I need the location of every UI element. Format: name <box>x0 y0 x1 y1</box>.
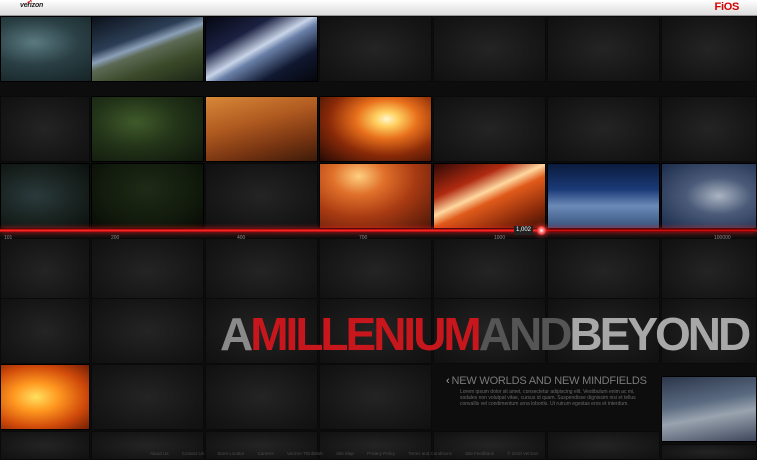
fios-logo[interactable]: FiOS <box>714 1 740 13</box>
tile-empty <box>433 96 546 162</box>
tile-empty <box>0 238 90 304</box>
tile-empty <box>547 298 660 364</box>
footer-link[interactable]: Contact Us <box>181 451 205 456</box>
tile-empty <box>319 16 432 82</box>
tile-astronauts[interactable] <box>661 163 757 229</box>
headline-word: BEYOND <box>569 308 751 360</box>
tile-dark-forest[interactable] <box>91 163 204 229</box>
section-title[interactable]: ‹ NEW WORLDS AND NEW MINDFIELDS <box>446 375 647 387</box>
tile-empty <box>319 431 432 460</box>
section-title-text: NEW WORLDS AND NEW MINDFIELDS <box>451 375 647 387</box>
tile-empty <box>0 96 90 162</box>
tile-empty <box>661 298 757 364</box>
tile-empty <box>433 298 546 364</box>
tile-empty <box>0 431 90 460</box>
tile-mars-surface[interactable] <box>205 96 318 162</box>
timeline-progress <box>0 229 541 232</box>
timeline-tick-label[interactable]: 1000 <box>494 235 506 241</box>
tile-sun-surface[interactable] <box>0 364 90 430</box>
footer-link[interactable]: Site Map <box>336 451 354 456</box>
tile-empty <box>661 238 757 304</box>
image-grid <box>0 16 757 460</box>
tile-empty <box>91 238 204 304</box>
tile-empty <box>91 298 204 364</box>
copyright-text: © 2010 Verizon <box>507 451 538 456</box>
footer-link[interactable]: Privacy Policy <box>367 451 396 456</box>
tile-moon-landscape[interactable] <box>547 163 660 229</box>
tile-empty <box>91 364 204 430</box>
headline-word: A <box>220 308 253 360</box>
tile-empty <box>433 16 546 82</box>
tile-empty <box>205 364 318 430</box>
tile-earth-orbit[interactable] <box>91 16 204 82</box>
tile-sunrise-planet[interactable] <box>319 96 432 162</box>
tile-empty <box>661 96 757 162</box>
footer-link[interactable]: Terms and Conditions <box>408 451 452 456</box>
tile-empty <box>319 364 432 430</box>
verizon-logo[interactable]: verizon <box>20 0 43 9</box>
tile-empty <box>205 163 318 229</box>
timeline-slider-handle[interactable] <box>537 226 546 235</box>
tile-empty <box>661 444 757 460</box>
tile-earth-horizon[interactable] <box>205 16 318 82</box>
footer-link[interactable]: Store Locator <box>217 451 245 456</box>
footer-link[interactable]: Careers <box>257 451 274 456</box>
tile-empty <box>433 238 546 304</box>
page-headline: AMILLENIUMANDBEYOND <box>220 306 751 362</box>
tile-empty <box>205 298 318 364</box>
tile-empty <box>91 431 204 460</box>
tile-empty <box>205 238 318 304</box>
tile-empty <box>547 431 660 460</box>
top-bar: verizon FiOS <box>0 0 757 16</box>
headline-word-highlight: MILLENIUM <box>250 308 482 360</box>
tile-empty <box>547 238 660 304</box>
headline-word: AND <box>478 308 573 360</box>
footer-link[interactable]: Site Feedback <box>465 451 494 456</box>
chevron-left-icon[interactable]: ‹ <box>446 375 450 387</box>
tile-empty <box>661 16 757 82</box>
tile-red-planet-horizon[interactable] <box>433 163 546 229</box>
tile-empty <box>319 238 432 304</box>
footer-links: About Us Contact Us Store Locator Career… <box>150 451 550 456</box>
tile-empty <box>547 96 660 162</box>
tile-empty <box>0 298 90 364</box>
tile-empty <box>205 431 318 460</box>
section-body: Lorem ipsum dolor sit amet, consectetur … <box>460 389 636 407</box>
tile-dark-coast[interactable] <box>0 163 90 229</box>
timeline-tick-label[interactable]: 100000 <box>714 235 731 241</box>
timeline-tick-label[interactable]: 400 <box>237 235 246 241</box>
timeline-tick-label[interactable]: 200 <box>111 235 120 241</box>
timeline-tick-label[interactable]: 101 <box>4 235 13 241</box>
footer-link[interactable]: Verizon ThinkMob <box>286 451 323 456</box>
tile-city-aerial[interactable] <box>661 376 757 442</box>
tile-empty <box>547 16 660 82</box>
footer-link[interactable]: About Us <box>150 451 169 456</box>
tile-mars-terrain[interactable] <box>319 163 432 229</box>
timeline-tick-label[interactable]: 700 <box>359 235 368 241</box>
tile-forest[interactable] <box>91 96 204 162</box>
tile-empty <box>319 298 432 364</box>
tile-empty <box>433 431 546 460</box>
current-year-readout: 1,002 <box>514 226 534 235</box>
